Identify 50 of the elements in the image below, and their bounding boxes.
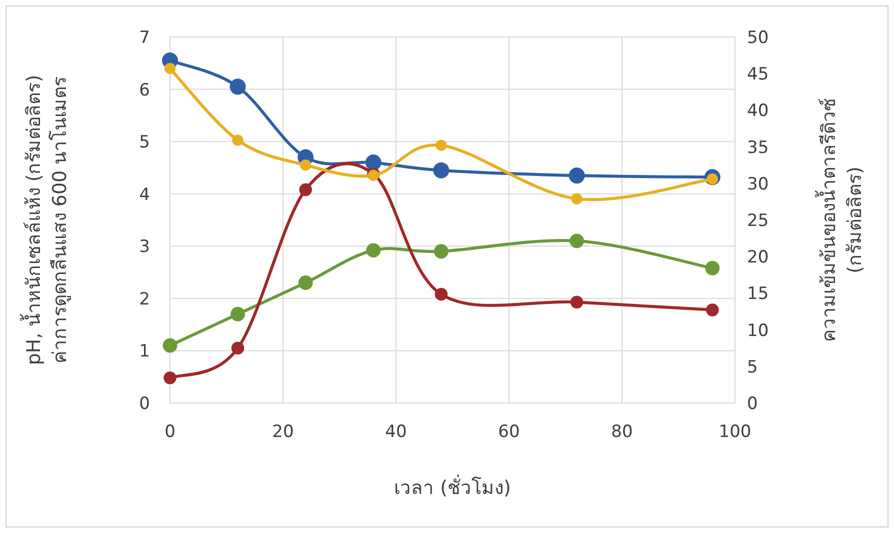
y2-tick-label: 0 — [747, 394, 758, 414]
point — [230, 78, 246, 95]
x-axis-title: เวลา (ชั่วโมง) — [394, 474, 511, 499]
point — [299, 183, 312, 196]
y-tick-label: 1 — [139, 342, 150, 362]
y-tick-label: 6 — [139, 80, 150, 100]
point — [365, 154, 382, 170]
point — [164, 62, 176, 74]
point — [570, 296, 584, 308]
point — [436, 140, 447, 151]
point — [231, 342, 244, 354]
point — [230, 306, 245, 322]
point — [162, 338, 178, 353]
y2-tick-label: 10 — [747, 320, 769, 341]
y-tick-label: 4 — [139, 184, 150, 205]
point — [571, 193, 582, 204]
y2-tick-label: 50 — [747, 28, 769, 48]
y2-tick-label: 5 — [747, 357, 758, 378]
x-tick-label: 40 — [385, 422, 407, 442]
point — [705, 260, 720, 276]
point — [298, 276, 313, 290]
point — [570, 234, 584, 248]
point — [164, 372, 176, 384]
x-tick-label: 80 — [611, 422, 633, 442]
point — [434, 244, 448, 259]
y2-tick-label: 15 — [747, 284, 769, 304]
point — [366, 243, 381, 258]
x-tick-label: 0 — [164, 422, 176, 442]
y-tick-label: 5 — [139, 132, 150, 153]
point — [433, 162, 450, 178]
y2-tick-label: 35 — [747, 138, 769, 158]
point — [300, 160, 312, 171]
point — [706, 304, 719, 316]
y-tick-label: 3 — [139, 237, 150, 258]
y-axis-title: pH, น้ำหนักเซลล์แห้ง (กรัมต่อลิตร) ค่าการดูดกลืนแสง 600 นาโนเมตร — [20, 74, 72, 366]
y2-tick-label: 30 — [747, 174, 769, 194]
x-tick-label: 60 — [498, 422, 520, 442]
point — [434, 288, 448, 301]
y-tick-label: 2 — [139, 289, 150, 310]
point — [568, 168, 585, 184]
x-tick-label: 20 — [272, 422, 294, 442]
y2-tick-label: 25 — [747, 211, 769, 231]
y-tick-label: 0 — [139, 394, 150, 414]
y2-axis-title: ความเข้มข้นของน้ำตาลรีดิวซ์ (กรัมต่อลิตร) — [815, 98, 866, 342]
y-tick-label: 7 — [139, 28, 150, 48]
x-tick-label: 100 — [718, 422, 752, 442]
y2-tick-label: 45 — [747, 64, 769, 85]
point — [232, 134, 244, 146]
y2-tick-label: 20 — [747, 248, 769, 268]
y2-tick-label: 40 — [747, 101, 769, 122]
